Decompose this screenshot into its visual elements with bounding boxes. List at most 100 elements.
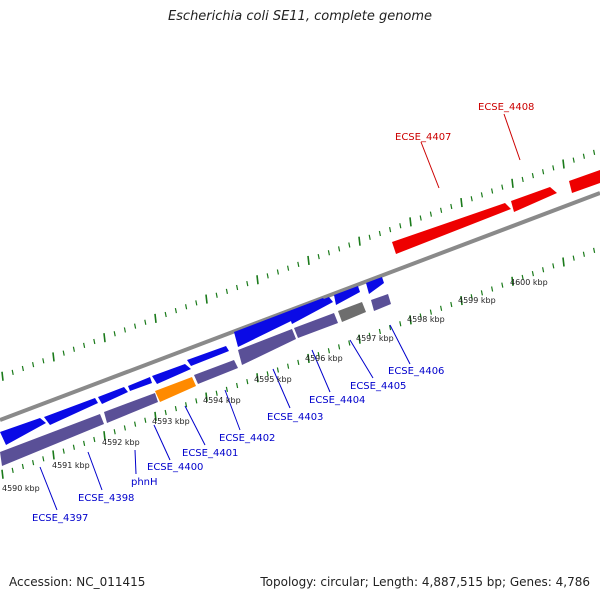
tick-mark xyxy=(358,236,361,246)
tick-mark xyxy=(409,217,412,227)
tick-mark xyxy=(562,159,565,169)
tick-mark xyxy=(287,363,290,369)
tick-mark xyxy=(205,294,208,304)
tick-mark xyxy=(123,425,126,431)
outer-tick-ring xyxy=(1,149,596,381)
tick-mark xyxy=(93,338,96,345)
scale-label: 4592 kbp xyxy=(102,438,140,447)
tick-mark xyxy=(593,247,596,254)
tick-mark xyxy=(491,188,494,194)
highlighted-features xyxy=(392,170,600,254)
tick-mark xyxy=(582,251,585,257)
tick-mark xyxy=(83,342,86,348)
gene-label[interactable]: ECSE_4404 xyxy=(309,395,365,406)
tick-mark xyxy=(399,223,402,229)
rna-feature xyxy=(155,377,196,402)
tick-mark xyxy=(164,409,167,416)
highlight-cds-block xyxy=(392,203,511,254)
forward-cds-block xyxy=(366,277,384,294)
tick-mark xyxy=(593,149,596,156)
tick-mark xyxy=(307,255,310,266)
genome-backbone xyxy=(0,191,600,422)
tick-mark xyxy=(52,352,55,362)
tick-mark xyxy=(225,386,228,392)
scale-label: 4590 kbp xyxy=(2,484,40,493)
leader-line xyxy=(389,324,411,365)
tick-mark xyxy=(297,359,300,365)
tick-mark xyxy=(266,273,269,279)
tick-mark xyxy=(440,207,443,213)
tick-mark xyxy=(338,344,341,350)
tick-mark xyxy=(429,211,432,217)
scale-label: 4599 kbp xyxy=(458,296,496,305)
accession-text: Accession: NC_011415 xyxy=(9,575,146,589)
leader-line xyxy=(87,451,103,491)
tick-mark xyxy=(348,242,351,248)
label-leaders xyxy=(39,324,411,511)
gene-label[interactable]: ECSE_4401 xyxy=(182,448,238,459)
tick-mark xyxy=(521,176,524,183)
leader-line xyxy=(224,389,241,431)
leader-line xyxy=(311,349,331,393)
gene-label[interactable]: ECSE_4398 xyxy=(78,493,134,504)
gene-label[interactable]: ECSE_4402 xyxy=(219,433,275,444)
tick-mark xyxy=(154,411,157,421)
tick-mark xyxy=(348,340,351,346)
reverse-strand-features xyxy=(0,294,391,466)
gene-label[interactable]: ECSE_4403 xyxy=(267,412,323,423)
gene-label[interactable]: ECSE_4397 xyxy=(32,513,88,524)
tick-mark xyxy=(409,315,412,325)
tick-mark xyxy=(72,346,75,352)
tick-mark xyxy=(276,269,279,275)
tick-mark xyxy=(246,281,249,287)
tick-mark xyxy=(358,334,361,344)
gene-label[interactable]: ECSE_4406 xyxy=(388,366,444,377)
gene-label[interactable]: ECSE_4405 xyxy=(350,381,406,392)
tick-mark xyxy=(460,197,463,208)
tick-mark xyxy=(460,296,463,306)
gene-label[interactable]: phnH xyxy=(131,477,158,488)
tick-mark xyxy=(368,234,371,240)
highlight-cds-block xyxy=(569,170,600,193)
tick-mark xyxy=(552,263,555,269)
forward-cds-block xyxy=(0,418,46,445)
tick-mark xyxy=(215,390,218,396)
tick-mark xyxy=(195,398,198,404)
tick-mark xyxy=(164,311,167,318)
tick-mark xyxy=(582,153,585,159)
forward-cds-block xyxy=(187,346,229,366)
reverse-cds-block xyxy=(194,360,238,384)
tick-mark xyxy=(572,255,575,261)
tick-mark xyxy=(470,196,473,202)
tick-mark xyxy=(470,294,473,300)
tick-mark xyxy=(185,304,188,310)
tick-mark xyxy=(287,265,290,271)
tick-mark xyxy=(1,371,4,381)
highlight-cds-block xyxy=(511,187,557,212)
scale-labels: 4590 kbp 4591 kbp 4592 kbp 4593 kbp 4594… xyxy=(2,278,548,493)
tick-mark xyxy=(174,308,177,314)
tick-mark xyxy=(246,379,249,385)
reverse-cds-block xyxy=(104,393,158,423)
tick-mark xyxy=(52,450,55,460)
tick-mark xyxy=(572,157,575,163)
tick-mark xyxy=(72,444,75,450)
tick-mark xyxy=(225,288,228,294)
tick-mark xyxy=(205,392,208,402)
tick-mark xyxy=(266,371,269,377)
tick-mark xyxy=(93,436,96,443)
tick-mark xyxy=(297,261,300,267)
tick-mark xyxy=(501,282,504,288)
tick-mark xyxy=(256,275,259,285)
tick-mark xyxy=(144,319,147,325)
tick-mark xyxy=(531,172,534,179)
tick-mark xyxy=(429,309,432,315)
leader-line xyxy=(503,113,521,161)
gene-label[interactable]: ECSE_4400 xyxy=(147,462,203,473)
tick-mark xyxy=(103,333,106,343)
gene-label[interactable]: ECSE_4408 xyxy=(478,102,534,113)
forward-cds-block xyxy=(44,398,98,425)
leader-line xyxy=(349,339,374,379)
gene-label[interactable]: ECSE_4407 xyxy=(395,132,451,143)
